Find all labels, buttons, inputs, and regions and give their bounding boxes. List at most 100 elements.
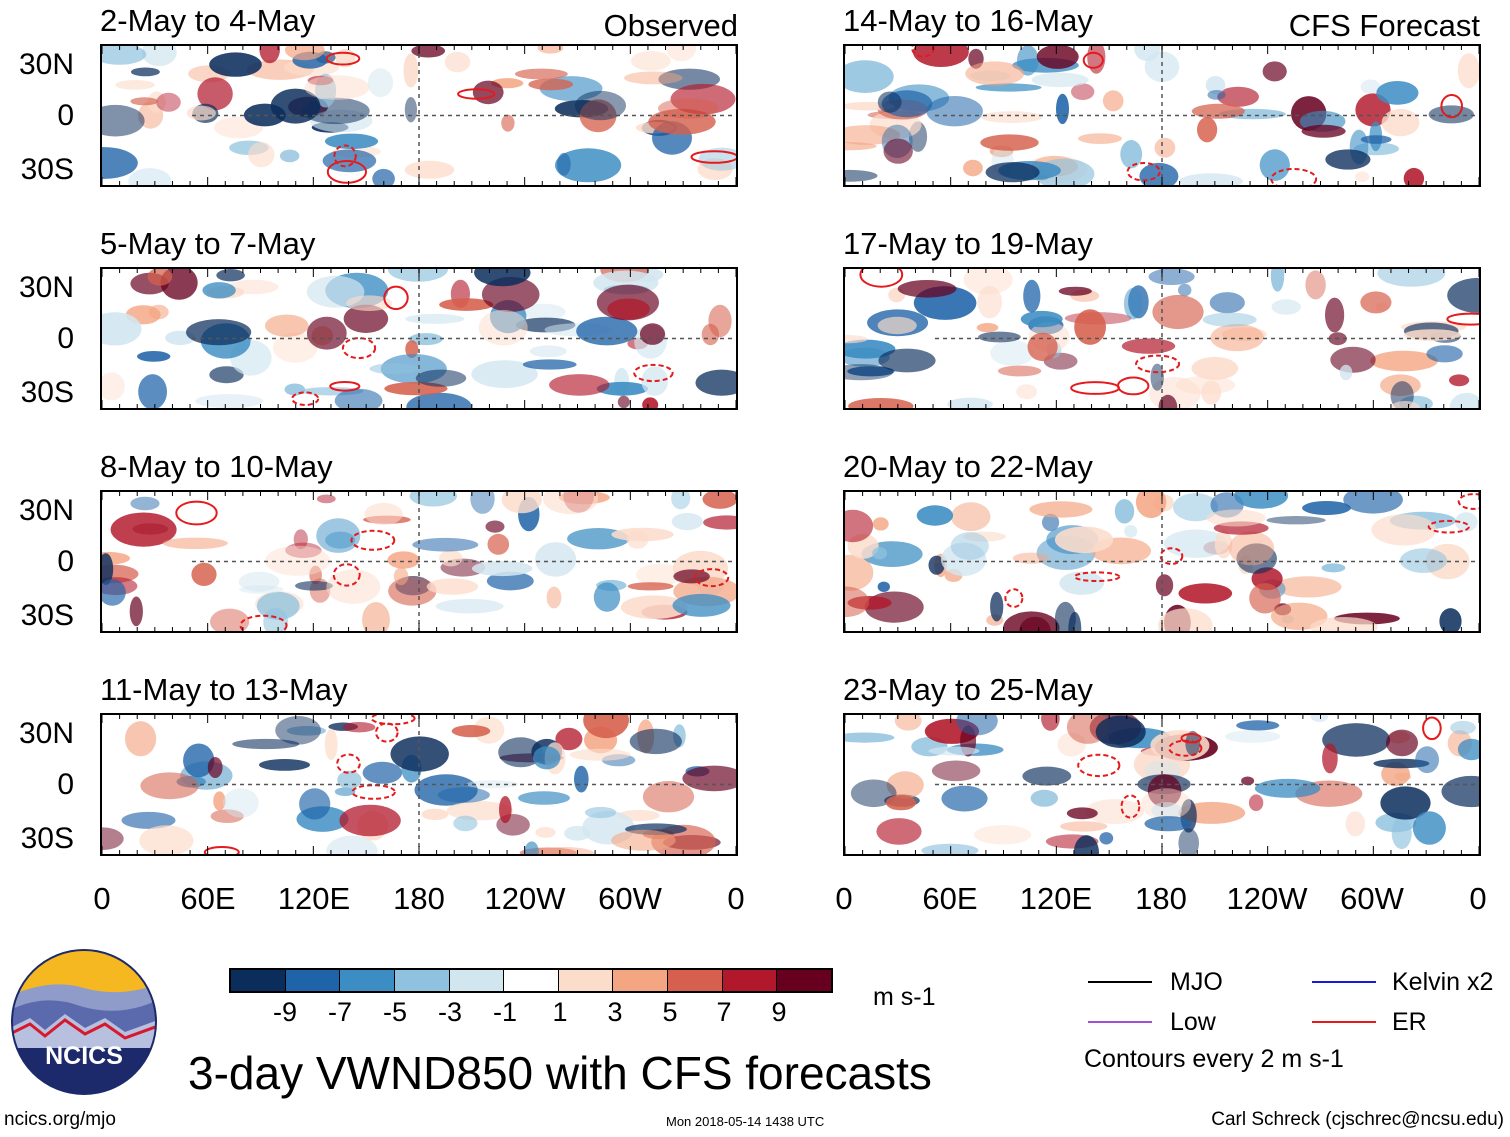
colorbar-label: 1	[552, 997, 568, 1027]
anomaly-blob	[125, 721, 157, 757]
anomaly-blob	[1206, 509, 1266, 527]
anomaly-blob	[894, 715, 922, 731]
anomaly-blob	[1074, 309, 1106, 345]
er-contour	[1126, 162, 1161, 182]
anomaly-blob	[470, 492, 495, 514]
anomaly-blob	[207, 757, 223, 778]
anomaly-blob	[1148, 269, 1195, 285]
legend-note: Contours every 2 m s-1	[1084, 1045, 1344, 1073]
anomaly-blob	[284, 383, 306, 396]
anomaly-blob	[845, 60, 894, 93]
anomaly-blob	[985, 162, 1040, 183]
er-contour	[326, 160, 367, 184]
anomaly-blob	[1202, 312, 1257, 327]
anomaly-blob	[1158, 394, 1178, 408]
anomaly-blob	[316, 518, 361, 553]
anomaly-blob	[304, 75, 370, 100]
ncics-logo-icon	[11, 949, 157, 1095]
anomaly-blob	[1370, 350, 1438, 372]
anomaly-blob	[671, 513, 703, 531]
anomaly-blob	[130, 67, 160, 77]
anomaly-blob	[1343, 492, 1403, 514]
anomaly-blob	[1095, 715, 1146, 748]
map-panel	[100, 44, 738, 187]
colorbar-units: m s-1	[873, 983, 936, 1011]
colorbar-label: 9	[771, 997, 787, 1027]
anomaly-blob	[1078, 133, 1122, 144]
anomaly-blob	[426, 578, 479, 595]
er-contour	[1070, 381, 1121, 395]
legend-line-mjo	[1088, 981, 1152, 983]
er-contour	[239, 614, 288, 631]
anomaly-blob	[845, 554, 874, 591]
anomaly-blob	[499, 796, 512, 824]
anomaly-blob	[1271, 299, 1301, 315]
anomaly-blob	[1217, 86, 1259, 107]
anomaly-blob	[1355, 171, 1370, 183]
er-contour	[332, 563, 361, 587]
anomaly-blob	[1121, 338, 1176, 354]
anomaly-blob	[1234, 492, 1289, 509]
lat-label: 30N	[18, 717, 74, 750]
er-contour	[694, 568, 730, 588]
footer-author: Carl Schreck (cjschrec@ncsu.edu)	[1211, 1109, 1504, 1130]
anomaly-blob	[186, 319, 252, 346]
anomaly-blob	[1310, 715, 1329, 722]
er-contour	[457, 88, 496, 100]
anomaly-blob	[453, 815, 478, 832]
anomaly-blob	[549, 374, 610, 396]
anomaly-blob	[1390, 401, 1420, 408]
anomaly-blob	[238, 571, 280, 592]
er-contour	[633, 363, 674, 383]
anomaly-blob	[141, 46, 177, 67]
anomaly-blob	[342, 722, 376, 733]
footer-link[interactable]: ncics.org/mjo	[4, 1109, 116, 1130]
anomaly-blob	[537, 46, 564, 54]
anomaly-blob	[197, 77, 233, 111]
anomaly-blob	[1099, 832, 1114, 845]
anomaly-blob	[1360, 291, 1392, 314]
anomaly-blob	[1071, 83, 1095, 100]
anomaly-blob	[102, 147, 138, 179]
anomaly-blob	[518, 791, 570, 805]
anomaly-blob	[579, 99, 617, 133]
anomaly-blob	[555, 148, 622, 183]
er-contour	[1446, 312, 1479, 326]
anomaly-blob	[326, 569, 381, 604]
er-contour	[351, 784, 396, 800]
anomaly-blob	[1403, 167, 1425, 185]
anomaly-blob	[956, 715, 998, 736]
anomaly-blob	[137, 351, 171, 362]
colorbar-swatch	[285, 970, 341, 991]
anomaly-blob	[186, 105, 216, 121]
lon-label: 120E	[277, 881, 351, 916]
anomaly-blob	[583, 715, 629, 739]
anomaly-blob	[515, 68, 568, 80]
panel-title: 8-May to 10-May	[100, 449, 333, 484]
anomaly-blob	[1066, 807, 1098, 820]
anomaly-blob	[850, 779, 897, 808]
anomaly-blob	[1210, 323, 1264, 352]
er-contour	[1180, 733, 1202, 744]
anomaly-blob	[326, 835, 378, 854]
anomaly-blob	[1262, 61, 1287, 82]
lon-label: 120W	[484, 881, 566, 916]
lon-label: 0	[835, 881, 853, 916]
anomaly-blob	[672, 593, 731, 617]
anomaly-blob	[309, 565, 322, 585]
anomaly-blob	[965, 61, 1025, 86]
anomaly-blob	[362, 602, 390, 631]
panel-title: 5-May to 7-May	[100, 226, 316, 261]
er-contour	[859, 269, 904, 288]
er-contour	[203, 846, 240, 854]
anomaly-blob	[248, 142, 275, 168]
anomaly-blob	[130, 496, 160, 511]
er-contour	[375, 722, 399, 743]
anomaly-blob	[409, 492, 457, 507]
anomaly-blob	[1036, 46, 1079, 69]
colorbar-label: 3	[607, 997, 623, 1027]
anomaly-blob	[1412, 811, 1446, 845]
anomaly-blob	[916, 505, 954, 526]
anomaly-blob	[138, 374, 167, 408]
anomaly-blob	[128, 168, 172, 185]
